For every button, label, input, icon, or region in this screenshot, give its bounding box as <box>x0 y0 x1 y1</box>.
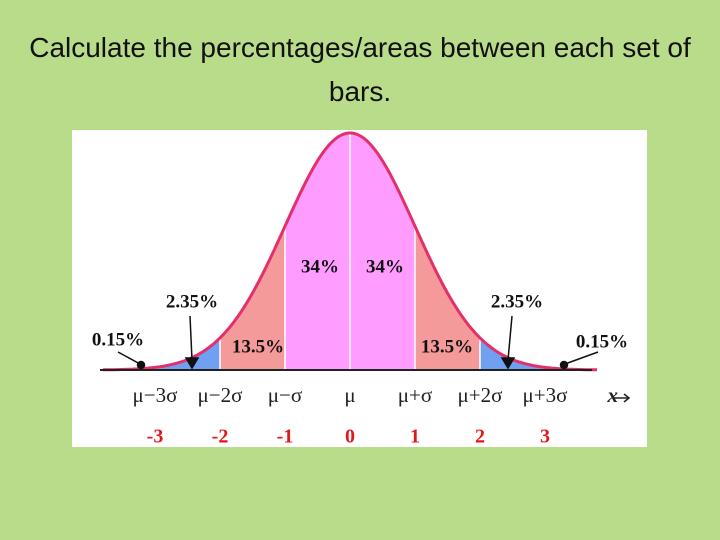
pointers <box>117 315 599 370</box>
z-label: 1 <box>410 426 420 448</box>
z-label: -2 <box>212 426 229 448</box>
sigma-label: μ−2σ <box>198 383 243 407</box>
pointer-head <box>500 357 516 370</box>
sigma-label: μ+2σ <box>458 383 503 407</box>
x-arrow-head <box>623 393 631 403</box>
pointer-head <box>136 360 146 370</box>
sigma-label: μ+σ <box>398 383 432 407</box>
percent-label: 13.5% <box>421 336 473 357</box>
pointer <box>189 315 193 361</box>
pointer <box>507 315 513 361</box>
pointer-head <box>559 360 569 370</box>
pointer <box>564 351 599 365</box>
area-region <box>480 337 545 370</box>
regions <box>103 131 597 372</box>
x-label: x <box>607 383 619 407</box>
percent-label: 34% <box>301 256 339 277</box>
z-label: 3 <box>540 426 550 448</box>
z-label: -1 <box>277 426 294 448</box>
normal-curve <box>103 131 597 372</box>
percent-label: 0.15% <box>92 329 144 350</box>
percent-label: 13.5% <box>232 336 284 357</box>
percent-label: 2.35% <box>491 291 543 312</box>
percent-label: 2.35% <box>166 291 218 312</box>
percent-label: 34% <box>366 256 404 277</box>
sigma-label: μ−3σ <box>133 383 178 407</box>
slide-title: Calculate the percentages/areas between … <box>29 32 691 107</box>
z-label: 0 <box>345 426 355 448</box>
sigma-label: μ <box>344 383 355 407</box>
pointer <box>117 351 141 365</box>
percent-label: 0.15% <box>576 331 628 352</box>
area-region <box>155 337 220 370</box>
sigma-label: μ+3σ <box>523 383 568 407</box>
z-label: -3 <box>147 426 164 448</box>
z-label: 2 <box>475 426 485 448</box>
sigma-label: μ−σ <box>268 383 302 407</box>
pointer-head <box>184 357 200 370</box>
